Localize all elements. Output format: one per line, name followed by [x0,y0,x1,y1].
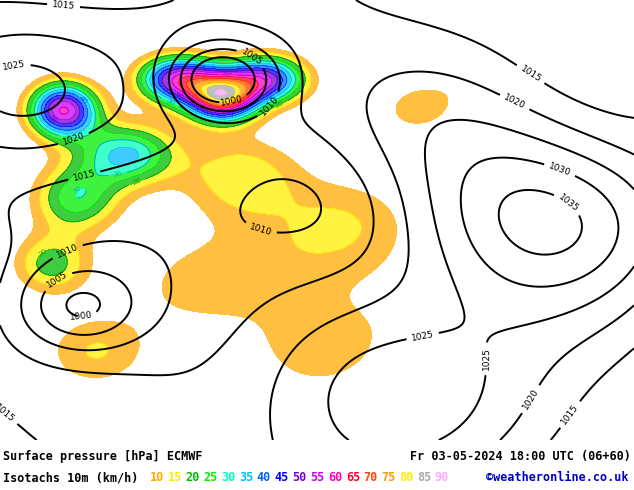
Text: 1035: 1035 [557,193,580,214]
Text: Isotachs 10m (km/h): Isotachs 10m (km/h) [3,471,138,484]
Text: 1010: 1010 [55,242,79,260]
Text: 20: 20 [37,248,48,258]
Text: 1000: 1000 [220,95,244,108]
Text: 20: 20 [275,100,285,109]
Text: 40: 40 [257,471,271,484]
Text: 30: 30 [165,98,176,107]
Text: 10: 10 [150,471,164,484]
Text: 1015: 1015 [560,403,581,426]
Text: 75: 75 [382,471,396,484]
Text: Surface pressure [hPa] ECMWF: Surface pressure [hPa] ECMWF [3,450,202,463]
Text: 1005: 1005 [45,270,69,290]
Text: ©weatheronline.co.uk: ©weatheronline.co.uk [486,471,628,484]
Text: 45: 45 [275,471,289,484]
Text: 1010: 1010 [249,222,273,238]
Text: 40: 40 [77,95,87,106]
Text: 80: 80 [230,93,240,103]
Text: Fr 03-05-2024 18:00 UTC (06+60): Fr 03-05-2024 18:00 UTC (06+60) [410,450,631,463]
Text: 1000: 1000 [69,311,93,322]
Text: 1020: 1020 [521,387,541,411]
Text: 55: 55 [310,471,325,484]
Text: 25: 25 [204,471,217,484]
Text: 15: 15 [168,471,182,484]
Text: 50: 50 [174,92,185,101]
Text: 1015: 1015 [72,169,96,183]
Text: 1015: 1015 [52,0,75,11]
Text: 1005: 1005 [240,47,264,67]
Text: 60: 60 [328,471,342,484]
Text: 20: 20 [186,471,200,484]
Text: 60: 60 [223,72,232,78]
Text: 1010: 1010 [259,94,281,117]
Text: 70: 70 [364,471,378,484]
Text: 20: 20 [131,178,142,186]
Text: 90: 90 [435,471,449,484]
Text: 1020: 1020 [502,93,527,111]
Text: 50: 50 [48,115,58,125]
Text: 30: 30 [221,471,235,484]
Text: 65: 65 [346,471,360,484]
Text: 30: 30 [113,171,122,178]
Text: 50: 50 [292,471,307,484]
Text: 1025: 1025 [3,59,26,72]
Text: 1015: 1015 [519,64,543,84]
Text: 1025: 1025 [481,347,491,370]
Text: 85: 85 [417,471,431,484]
Text: 80: 80 [399,471,413,484]
Text: 35: 35 [239,471,253,484]
Text: 40: 40 [264,93,275,102]
Text: 1025: 1025 [411,329,435,343]
Text: 1020: 1020 [61,131,86,147]
Text: 30: 30 [63,134,73,141]
Text: 1030: 1030 [548,161,572,178]
Text: 1015: 1015 [0,402,16,424]
Text: 70: 70 [200,75,210,81]
Text: 30: 30 [72,185,83,195]
